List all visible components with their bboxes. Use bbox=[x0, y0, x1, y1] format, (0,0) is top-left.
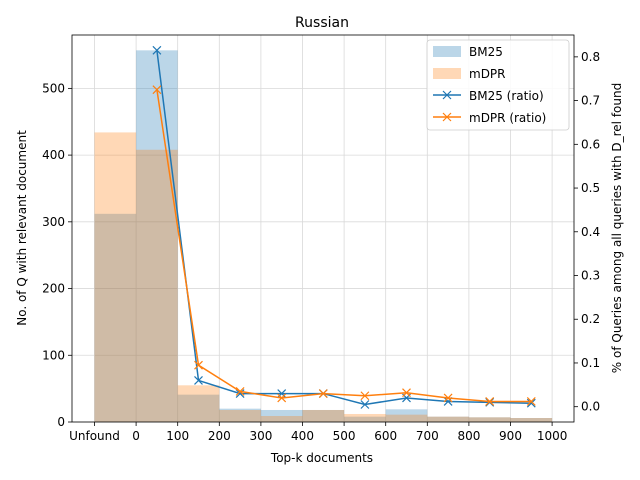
x-tick-label: Unfound bbox=[69, 429, 120, 443]
x-tick-label: 700 bbox=[416, 429, 439, 443]
y-axis-left-label: No. of Q with relevant document bbox=[15, 130, 29, 326]
y-left-tick-label: 400 bbox=[42, 148, 65, 162]
bar-mdpr bbox=[385, 414, 428, 422]
y-right-tick-label: 0.7 bbox=[581, 94, 600, 108]
bar-bm25 bbox=[94, 213, 137, 422]
x-tick-label: 800 bbox=[457, 429, 480, 443]
point-mdpr-ratio- bbox=[360, 391, 370, 401]
bar-mdpr bbox=[94, 132, 137, 422]
legend-marker-bm25-ratio bbox=[442, 90, 452, 100]
point-bm25-ratio- bbox=[194, 376, 203, 385]
y-right-tick-label: 0.0 bbox=[581, 400, 600, 414]
legend-label-bm25-ratio: BM25 (ratio) bbox=[469, 89, 544, 103]
legend-swatch-bm25 bbox=[433, 46, 461, 57]
axes: Unfound 0 100 200 300 400 500 600 700 800 900 10000… bbox=[42, 50, 600, 443]
y-left-tick-label: 100 bbox=[42, 348, 65, 362]
legend-label-mdpr: mDPR bbox=[469, 67, 506, 81]
point-mdpr-ratio- bbox=[194, 360, 203, 370]
legend-marker-mdpr-ratio bbox=[442, 112, 452, 122]
point-bm25-ratio- bbox=[526, 398, 536, 408]
x-tick-label: 100 bbox=[166, 429, 189, 443]
x-tick-label: 1000 bbox=[537, 429, 568, 443]
legend-swatch-mdpr bbox=[433, 68, 461, 79]
bars bbox=[94, 50, 553, 423]
point-bm25-ratio- bbox=[277, 389, 287, 399]
bar-bm25 bbox=[468, 417, 511, 422]
x-tick-label: 200 bbox=[208, 429, 231, 443]
y-right-tick-label: 0.6 bbox=[581, 137, 600, 151]
bar-bm25 bbox=[219, 408, 261, 422]
legend-frame bbox=[426, 39, 570, 131]
bar-mdpr bbox=[427, 416, 469, 422]
y-left-tick-label: 300 bbox=[42, 215, 65, 229]
y-right-tick-label: 0.2 bbox=[581, 312, 600, 326]
x-tick-label: 600 bbox=[374, 429, 397, 443]
point-mdpr-ratio- bbox=[402, 388, 411, 398]
point-mdpr-ratio- bbox=[235, 386, 245, 396]
bar-mdpr bbox=[510, 417, 553, 422]
bar-bm25 bbox=[302, 409, 345, 422]
point-mdpr-ratio- bbox=[277, 393, 287, 403]
legend-label-bm25: BM25 bbox=[469, 45, 503, 59]
y-right-tick-label: 0.4 bbox=[581, 225, 600, 239]
point-bm25-ratio- bbox=[235, 389, 245, 399]
bar-mdpr bbox=[136, 149, 178, 423]
legend: BM25 mDPR BM25 (ratio) mDPR (ratio) bbox=[426, 39, 570, 131]
y-right-tick-label: 0.3 bbox=[581, 269, 600, 283]
y-left-tick-label: 0 bbox=[57, 415, 65, 429]
point-mdpr-ratio- bbox=[526, 397, 536, 406]
bar-mdpr bbox=[302, 409, 345, 422]
point-mdpr-ratio- bbox=[443, 393, 453, 403]
bar-bm25 bbox=[260, 409, 303, 422]
x-tick-label: 300 bbox=[249, 429, 272, 443]
ratio-lines bbox=[152, 45, 536, 409]
bar-mdpr bbox=[219, 409, 261, 422]
y-right-tick-label: 0.5 bbox=[581, 181, 600, 195]
plot-frame bbox=[71, 34, 575, 423]
bar-bm25 bbox=[136, 50, 178, 422]
line-bm25-ratio- bbox=[156, 50, 532, 406]
bar-bm25 bbox=[510, 417, 553, 422]
x-tick-label: 500 bbox=[333, 429, 356, 443]
legend-label-mdpr-ratio: mDPR (ratio) bbox=[469, 111, 546, 125]
point-bm25-ratio- bbox=[485, 397, 495, 407]
chart-title: Russian bbox=[295, 15, 349, 31]
bar-mdpr bbox=[260, 415, 303, 422]
point-bm25-ratio- bbox=[152, 45, 162, 55]
y-right-tick-label: 0.8 bbox=[581, 50, 600, 64]
line-mdpr-ratio- bbox=[156, 89, 532, 403]
bar-bm25 bbox=[344, 416, 386, 422]
bar-bm25 bbox=[427, 416, 469, 422]
x-tick-label: 0 bbox=[132, 429, 140, 443]
point-mdpr-ratio- bbox=[318, 389, 328, 399]
x-tick-label: 400 bbox=[291, 429, 314, 443]
y-right-tick-label: 0.1 bbox=[581, 356, 600, 370]
point-bm25-ratio- bbox=[360, 400, 370, 409]
y-left-tick-label: 200 bbox=[42, 282, 65, 296]
y-left-tick-label: 500 bbox=[42, 81, 65, 95]
point-mdpr-ratio- bbox=[152, 85, 162, 95]
y-axis-right-label: % of Queries among all queries with D_re… bbox=[610, 83, 624, 373]
bar-mdpr bbox=[468, 417, 511, 422]
x-tick-label: 900 bbox=[499, 429, 522, 443]
bar-mdpr bbox=[344, 413, 386, 422]
x-axis-label: Top-k documents bbox=[270, 451, 373, 465]
bar-bm25 bbox=[385, 409, 428, 422]
point-mdpr-ratio- bbox=[485, 397, 495, 406]
bar-bm25 bbox=[177, 394, 220, 422]
bar-mdpr bbox=[177, 385, 220, 422]
